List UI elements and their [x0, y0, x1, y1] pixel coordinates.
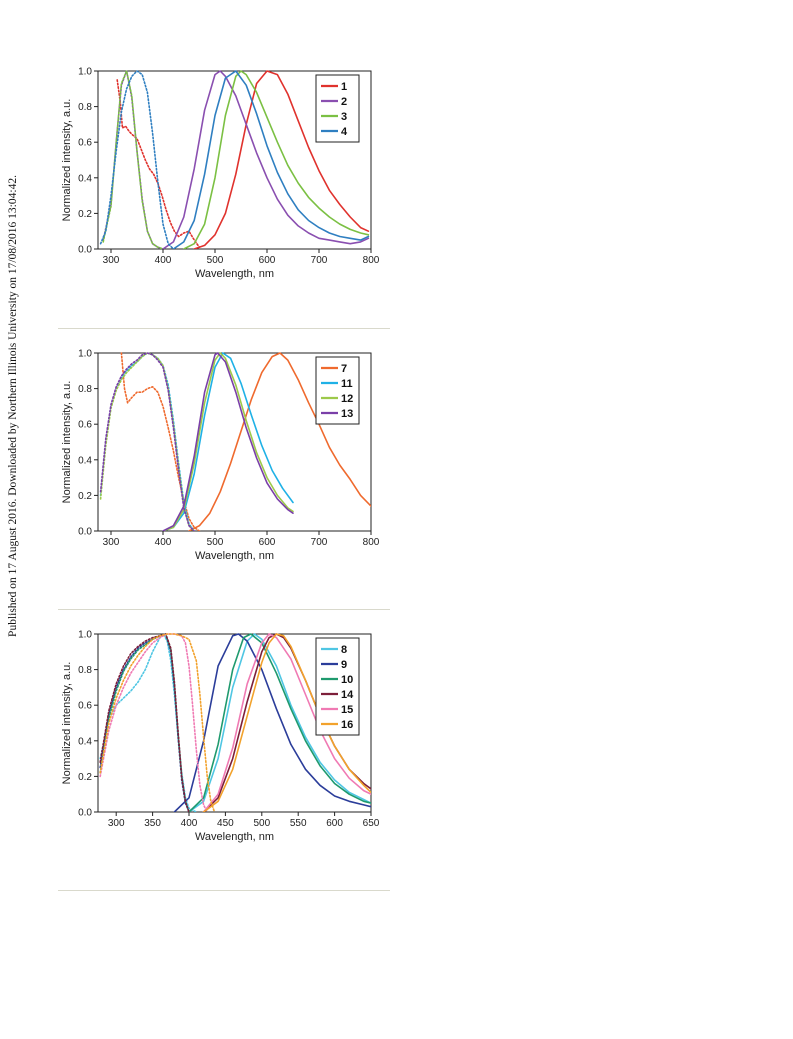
y-axis-label: Normalized intensity, a.u.	[61, 381, 73, 504]
x-axis-label: Wavelength, nm	[195, 550, 274, 562]
x-tick-label: 550	[290, 818, 307, 829]
legend-label-3: 3	[341, 111, 347, 123]
series-line-1-excitation	[116, 79, 201, 248]
x-tick-label: 400	[181, 818, 198, 829]
x-tick-label: 800	[363, 537, 380, 548]
emission-spectra-chart-1: 300 400 500 600 700 800 0.0 0.2 0.4 0.6 0.8 1.0 Wave…	[61, 67, 380, 281]
legend-label-4: 4	[341, 126, 348, 138]
x-tick-label: 700	[311, 255, 328, 266]
series-line-14-excitation	[99, 633, 190, 812]
series-line-13-excitation	[99, 352, 195, 531]
series-group	[99, 633, 371, 812]
x-tick-label: 400	[155, 255, 172, 266]
series-line-10-excitation	[99, 633, 190, 812]
series-line-16-excitation	[99, 633, 216, 812]
x-tick-label: 350	[144, 818, 161, 829]
y-tick-label: 1.0	[78, 349, 92, 360]
x-tick-label: 800	[363, 255, 380, 266]
emission-spectra-chart-3: 300 350 400 450 500 550 600 650 0.0 0.2 0.4 0.6 0.8 1…	[61, 630, 380, 844]
series-line-7-excitation	[120, 352, 201, 531]
series-line-4-emission	[172, 70, 370, 249]
series-group	[99, 70, 370, 249]
legend-label-7: 7	[341, 363, 347, 375]
series-line-15-emission	[202, 633, 371, 812]
series-line-1-emission	[193, 70, 370, 249]
legend-label-14: 14	[341, 689, 354, 701]
series-line-12-emission	[162, 352, 294, 531]
legend-label-8: 8	[341, 644, 347, 656]
x-tick-label: 400	[155, 537, 172, 548]
y-tick-label: 0.8	[78, 665, 92, 676]
legend-label-1: 1	[341, 81, 347, 93]
x-tick-label: 500	[253, 818, 270, 829]
series-line-11-emission	[162, 352, 294, 531]
x-tick-label: 600	[326, 818, 343, 829]
y-tick-label: 0.2	[78, 772, 92, 783]
series-line-8-emission	[188, 633, 371, 812]
y-tick-label: 0.2	[78, 491, 92, 502]
y-tick-label: 0.4	[78, 173, 92, 184]
y-tick-label: 0.4	[78, 736, 92, 747]
y-tick-label: 0.0	[78, 527, 92, 538]
series-line-2-emission	[162, 70, 370, 249]
x-tick-label: 300	[103, 255, 120, 266]
series-line-16-emission	[202, 633, 371, 812]
y-axis-label: Normalized intensity, a.u.	[61, 99, 73, 222]
x-tick-label: 300	[108, 818, 125, 829]
x-axis-label: Wavelength, nm	[195, 831, 274, 843]
series-line-3-excitation	[102, 70, 164, 249]
legend-label-13: 13	[341, 408, 353, 420]
legend-label-15: 15	[341, 704, 353, 716]
emission-spectra-chart-2: 300 400 500 600 700 800 0.0 0.2 0.4 0.6 0.8 1.0 Wave…	[61, 349, 380, 563]
plot-frame	[97, 633, 372, 813]
series-line-2-excitation	[102, 70, 164, 249]
legend-label-9: 9	[341, 659, 347, 671]
x-tick-label: 650	[363, 818, 380, 829]
series-group	[99, 352, 371, 531]
x-tick-label: 300	[103, 537, 120, 548]
x-tick-label: 500	[207, 537, 224, 548]
panel-divider-3	[58, 890, 390, 891]
y-tick-label: 0.8	[78, 102, 92, 113]
series-line-9-emission	[173, 633, 371, 812]
series-line-11-excitation	[99, 352, 195, 531]
series-line-12-excitation	[99, 352, 195, 531]
x-tick-label: 600	[259, 255, 276, 266]
x-axis-label: Wavelength, nm	[195, 268, 274, 280]
legend-label-12: 12	[341, 393, 353, 405]
series-line-4-excitation	[99, 70, 175, 249]
x-tick-label: 700	[311, 537, 328, 548]
legend-label-2: 2	[341, 96, 347, 108]
y-axis-label: Normalized intensity, a.u.	[61, 662, 73, 785]
y-tick-label: 1.0	[78, 67, 92, 78]
series-line-15-excitation	[99, 633, 208, 812]
y-tick-label: 0.2	[78, 209, 92, 220]
y-tick-label: 0.0	[78, 808, 92, 819]
y-tick-label: 0.6	[78, 701, 92, 712]
panel-divider-1	[58, 328, 390, 329]
x-tick-label: 500	[207, 255, 224, 266]
y-tick-label: 0.6	[78, 420, 92, 431]
series-line-3-emission	[183, 70, 370, 249]
y-tick-label: 0.0	[78, 245, 92, 256]
plot-frame	[97, 352, 372, 532]
y-tick-label: 1.0	[78, 630, 92, 641]
y-tick-label: 0.4	[78, 455, 92, 466]
legend-label-16: 16	[341, 719, 353, 731]
panel-divider-2	[58, 609, 390, 610]
y-tick-label: 0.8	[78, 384, 92, 395]
series-line-8-excitation	[99, 633, 198, 812]
legend-box	[315, 637, 360, 736]
legend-label-11: 11	[341, 378, 353, 390]
series-line-9-excitation	[99, 633, 190, 812]
series-line-10-emission	[188, 633, 371, 812]
series-line-13-emission	[162, 352, 294, 531]
y-tick-label: 0.6	[78, 138, 92, 149]
x-tick-label: 450	[217, 818, 234, 829]
series-line-7-emission	[188, 352, 371, 531]
legend-label-10: 10	[341, 674, 353, 686]
x-tick-label: 600	[259, 537, 276, 548]
